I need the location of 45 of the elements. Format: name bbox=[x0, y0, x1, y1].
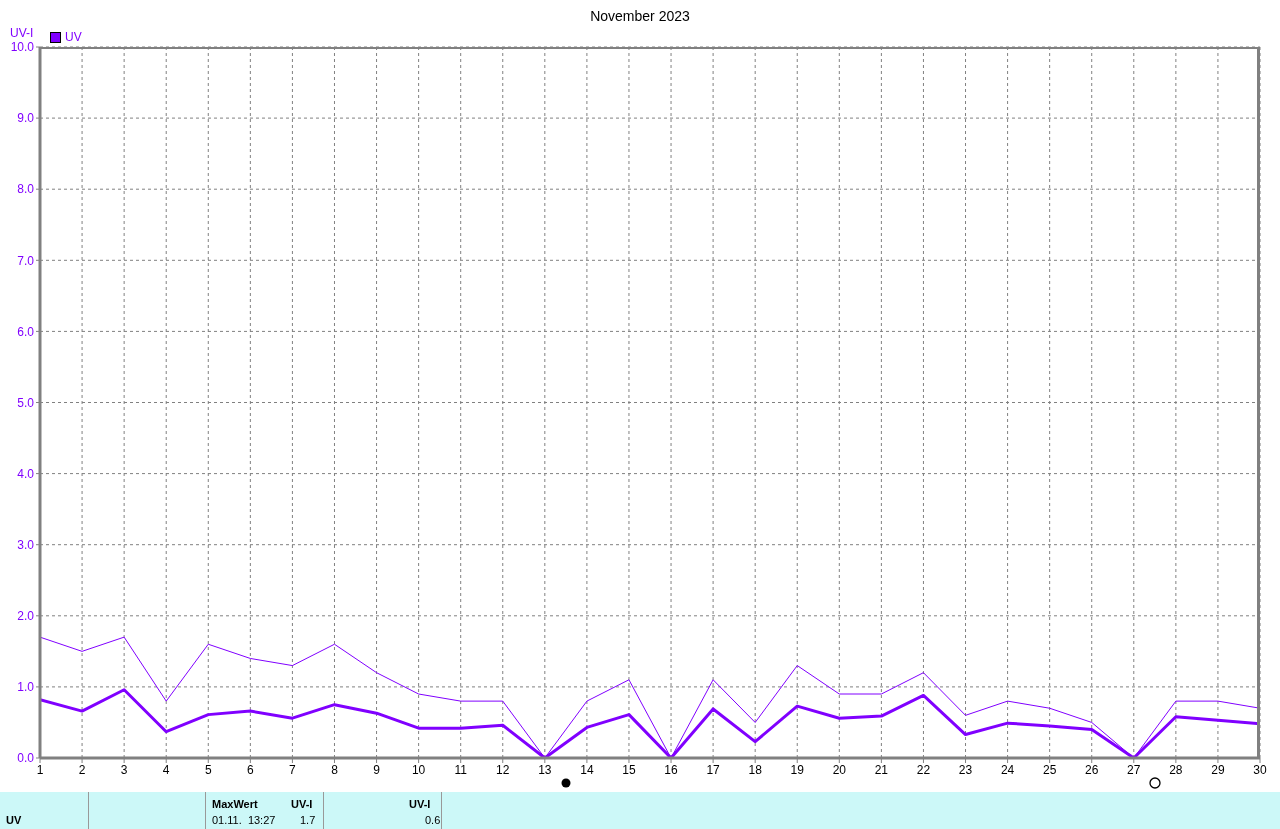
y-axis-title: UV-I bbox=[10, 26, 34, 40]
x-tick-label: 22 bbox=[916, 762, 931, 777]
y-tick-label: 5.0 bbox=[17, 395, 35, 410]
x-tick-label: 17 bbox=[706, 762, 721, 777]
y-tick-label: 9.0 bbox=[17, 111, 35, 126]
y-tick-label: 8.0 bbox=[17, 182, 35, 197]
x-tick-label: 6 bbox=[247, 762, 254, 777]
y-tick-label: 10.0 bbox=[10, 40, 35, 55]
x-tick-label: 13 bbox=[538, 762, 552, 777]
x-tick-label: 19 bbox=[790, 762, 805, 777]
x-tick-label: 15 bbox=[622, 762, 636, 777]
y-tick-label: 4.0 bbox=[17, 466, 35, 481]
x-tick-label: 7 bbox=[289, 762, 297, 777]
summary-table: UV MaxWert UV-I 01.11. 13:27 1.7 UV-I 0.6 bbox=[0, 792, 1280, 829]
x-tick-label: 10 bbox=[411, 762, 426, 777]
y-tick-label: 2.0 bbox=[17, 609, 35, 624]
x-tick-label: 28 bbox=[1169, 762, 1183, 777]
x-tick-label: 24 bbox=[1000, 762, 1015, 777]
x-tick-label: 18 bbox=[748, 762, 763, 777]
x-tick-label: 27 bbox=[1127, 762, 1141, 777]
x-tick-label: 11 bbox=[454, 762, 468, 777]
x-tick-label: 29 bbox=[1211, 762, 1225, 777]
x-tick-label: 4 bbox=[162, 762, 170, 777]
x-tick-label: 1 bbox=[36, 762, 44, 777]
x-tick-label: 14 bbox=[580, 762, 594, 777]
x-tick-label: 21 bbox=[874, 762, 889, 777]
x-tick-label: 12 bbox=[496, 762, 510, 777]
x-tick-label: 2 bbox=[78, 762, 86, 777]
x-tick-label: 30 bbox=[1253, 762, 1267, 777]
x-tick-label: 9 bbox=[373, 762, 381, 777]
x-tick-label: 8 bbox=[331, 762, 339, 777]
y-tick-label: 6.0 bbox=[17, 324, 35, 339]
x-tick-label: 25 bbox=[1042, 762, 1057, 777]
x-tick-label: 23 bbox=[958, 762, 973, 777]
x-tick-label: 16 bbox=[664, 762, 679, 777]
x-tick-label: 3 bbox=[120, 762, 128, 777]
x-tick-label: 20 bbox=[832, 762, 847, 777]
y-tick-label: 1.0 bbox=[17, 680, 35, 695]
legend-label: UV bbox=[64, 30, 82, 44]
chart-title: November 2023 bbox=[589, 8, 691, 24]
y-tick-label: 3.0 bbox=[17, 537, 35, 552]
y-tick-label: 7.0 bbox=[17, 253, 35, 268]
y-tick-label: 0.0 bbox=[17, 751, 35, 766]
x-tick-label: 26 bbox=[1085, 762, 1099, 777]
x-tick-label: 5 bbox=[204, 762, 212, 777]
